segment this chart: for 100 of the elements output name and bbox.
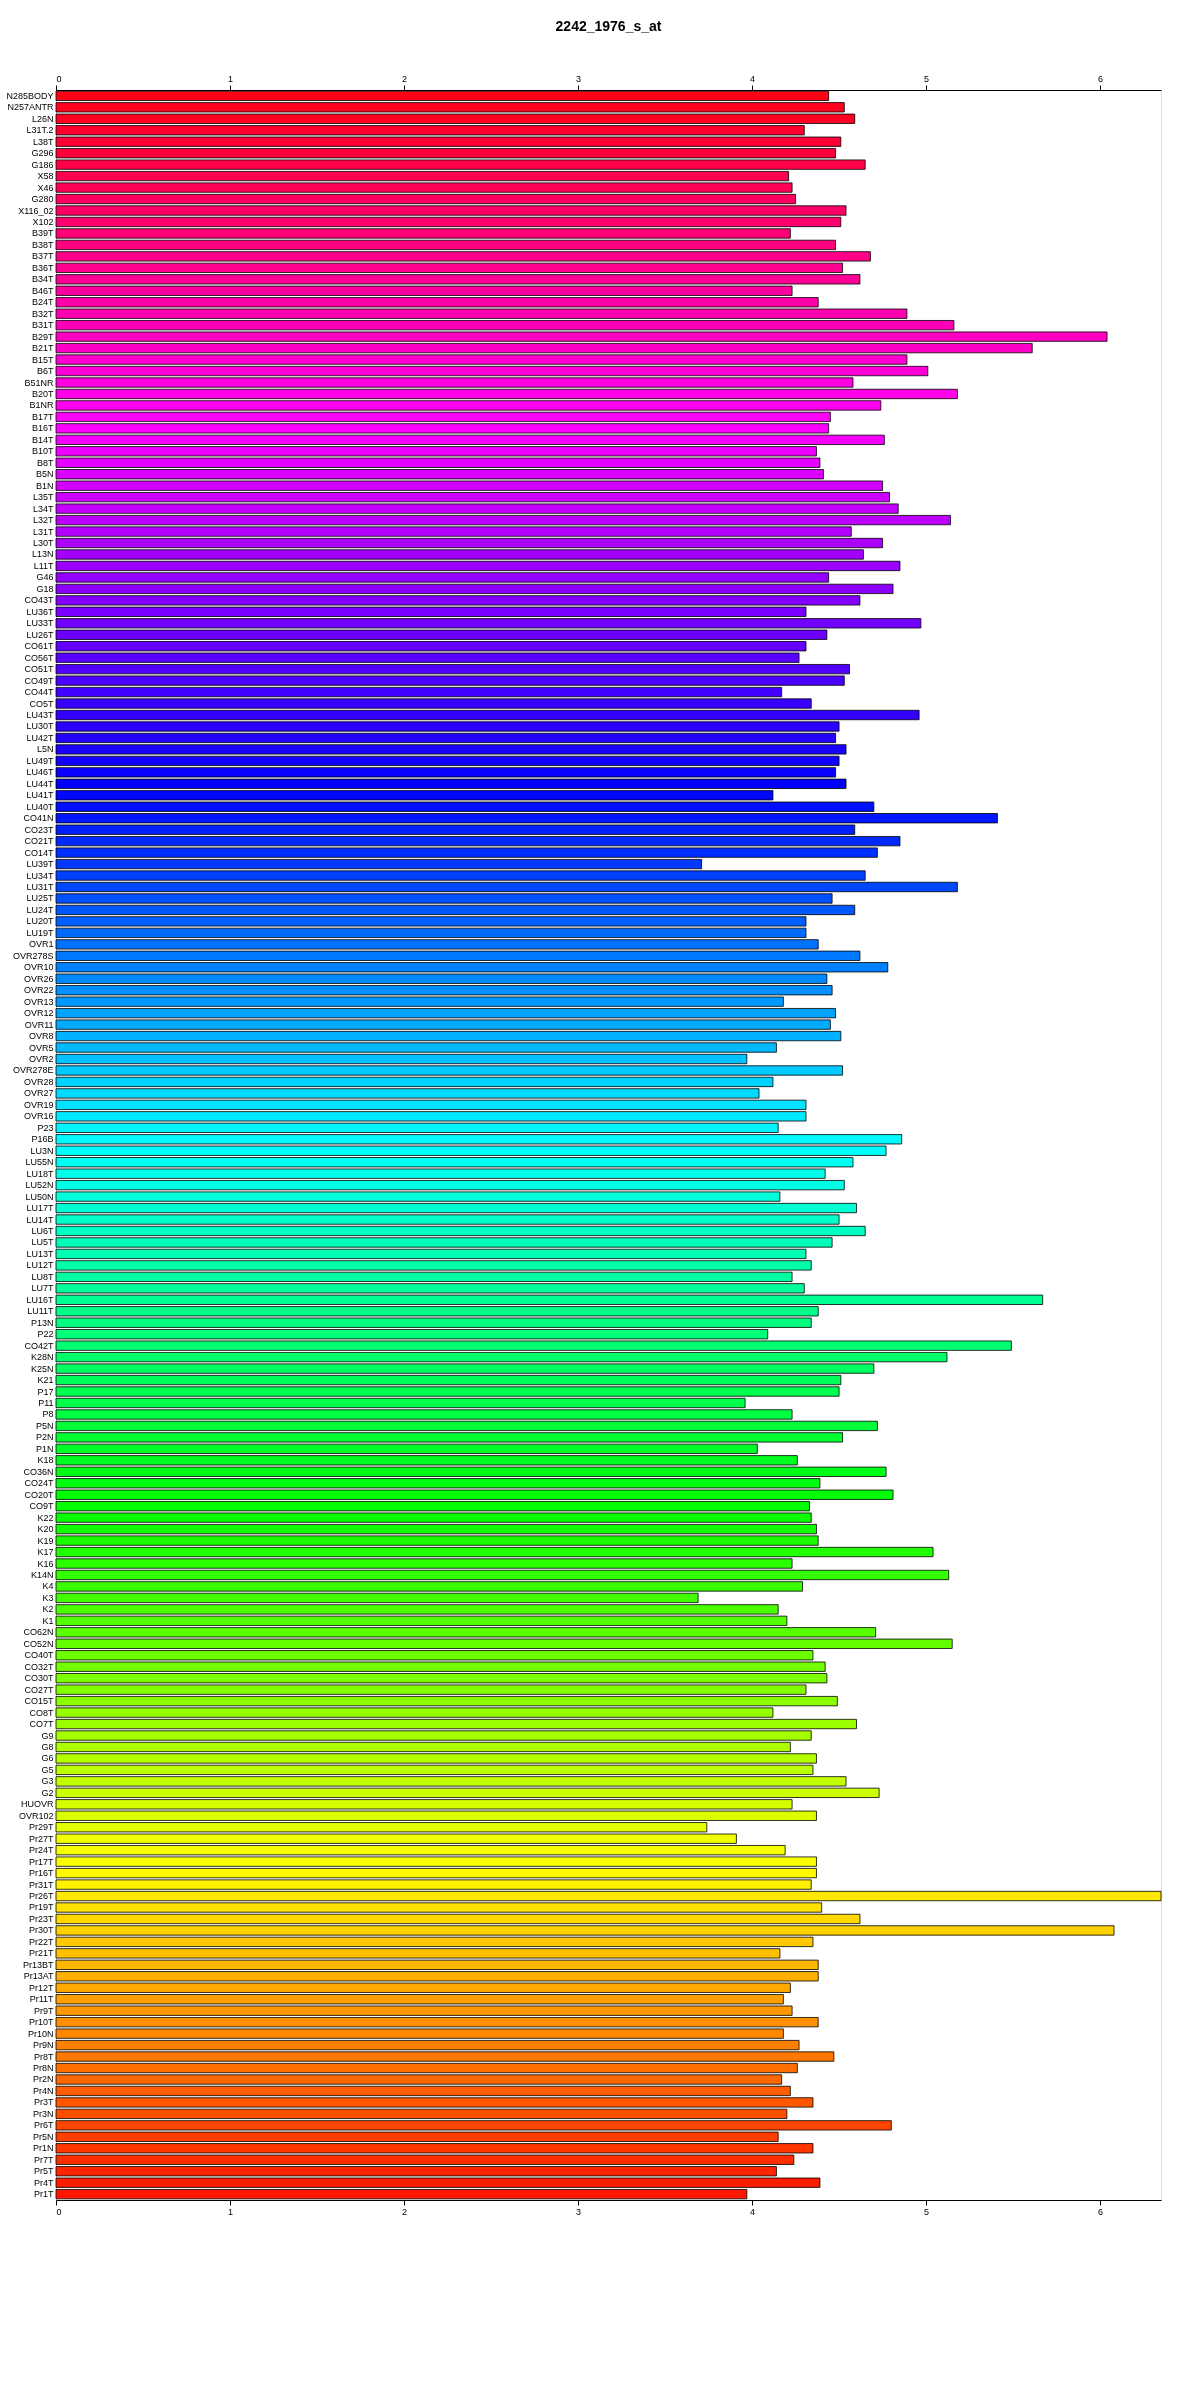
- y-tick-label: G296: [31, 148, 54, 159]
- y-tick-label: Pr6T: [33, 2120, 54, 2131]
- y-tick-label: P8: [42, 1409, 54, 1420]
- y-tick-label: B14T: [31, 434, 54, 445]
- y-tick-label: OVR19: [23, 1099, 54, 1110]
- y-tick-label: LU11T: [27, 1306, 54, 1317]
- y-tick-label: OVR28: [23, 1076, 54, 1087]
- y-tick-label: L32T: [32, 515, 54, 526]
- y-tick-label: Pr10N: [27, 2028, 54, 2039]
- chart-title: 2242_1976_s_at: [555, 18, 662, 34]
- y-tick-label: CO32T: [24, 1661, 54, 1672]
- y-tick-label: Pr13AT: [23, 1971, 54, 1982]
- y-tick-label: K19: [37, 1535, 54, 1546]
- y-tick-label: CO41N: [23, 813, 54, 824]
- y-tick-label: L31T: [32, 526, 54, 537]
- y-tick-label: P11: [38, 1397, 54, 1408]
- y-tick-label: Pr17T: [28, 1856, 54, 1867]
- x-tick-label: 4: [750, 73, 756, 84]
- y-tick-label: Pr4T: [33, 2177, 54, 2188]
- y-tick-label: CO52N: [23, 1638, 54, 1649]
- y-tick-label: G18: [36, 583, 54, 594]
- y-tick-label: LU44T: [26, 778, 54, 789]
- x2-tick-label: 2: [402, 2206, 408, 2217]
- y-tick-label: CO61T: [24, 641, 54, 652]
- y-tick-label: K3: [42, 1592, 54, 1603]
- y-tick-label: L38T: [32, 136, 54, 147]
- y-tick-label: Pr5N: [32, 2131, 54, 2142]
- y-tick-label: B20T: [31, 388, 54, 399]
- y-tick-label: LU50N: [25, 1191, 54, 1202]
- x2-tick-label: 6: [1098, 2206, 1104, 2217]
- y-tick-label: B5N: [35, 469, 54, 480]
- y-tick-label: LU26T: [26, 629, 54, 640]
- y-tick-label: CO56T: [24, 652, 54, 663]
- y-tick-label: LU24T: [26, 904, 54, 915]
- y-tick-label: OVR102: [18, 1810, 54, 1821]
- y-tick-label: B21T: [31, 343, 54, 354]
- y-tick-label: B10T: [31, 446, 54, 457]
- y-tick-label: CO62N: [23, 1627, 54, 1638]
- x-tick-label: 6: [1098, 73, 1104, 84]
- y-tick-label: K17: [37, 1547, 54, 1558]
- y-tick-label: B16T: [31, 423, 54, 434]
- y-tick-label: K14N: [30, 1569, 54, 1580]
- y-tick-label: CO21T: [24, 836, 54, 847]
- y-tick-label: CO7T: [29, 1719, 54, 1730]
- y-tick-label: LU3N: [30, 1145, 54, 1156]
- y-tick-label: L34T: [32, 503, 54, 514]
- y-tick-label: Pr23T: [28, 1913, 54, 1924]
- y-tick-label: OVR13: [23, 996, 54, 1007]
- y-tick-label: P13N: [30, 1317, 54, 1328]
- y-tick-label: Pr16T: [28, 1868, 54, 1879]
- y-tick-label: Pr12T: [28, 1982, 54, 1993]
- x2-tick-label: 4: [750, 2206, 756, 2217]
- y-tick-label: B6T: [36, 366, 54, 377]
- y-tick-label: LU16T: [26, 1294, 54, 1305]
- y-tick-label: B8T: [36, 457, 54, 468]
- y-tick-label: LU6T: [31, 1226, 54, 1236]
- y-tick-label: N257ANTR: [7, 102, 54, 113]
- y-tick-label: B34T: [31, 274, 54, 285]
- y-tick-label: LU7T: [31, 1283, 54, 1294]
- y-tick-label: CO36N: [23, 1466, 54, 1477]
- y-tick-label: G186: [31, 159, 54, 170]
- y-tick-label: OVR11: [24, 1019, 54, 1030]
- y-tick-label: Pr7T: [33, 2154, 54, 2165]
- y-tick-label: B39T: [31, 228, 54, 239]
- y-tick-label: B1N: [35, 480, 54, 491]
- y-tick-label: CO30T: [24, 1673, 54, 1684]
- y-tick-label: CO8T: [29, 1707, 54, 1718]
- x2-tick-label: 5: [924, 2206, 930, 2217]
- x-tick-label: 0: [56, 73, 62, 84]
- y-tick-label: CO23T: [24, 824, 54, 835]
- y-tick-label: LU49T: [26, 755, 54, 766]
- y-tick-label: Pr1N: [32, 2143, 54, 2154]
- y-tick-label: OVR278S: [12, 950, 54, 961]
- x2-tick-label: 3: [576, 2206, 582, 2217]
- y-tick-label: LU8T: [31, 1271, 54, 1282]
- y-tick-label: P22: [37, 1329, 54, 1340]
- y-tick-label: X58: [37, 171, 54, 182]
- y-tick-label: OVR5: [28, 1042, 54, 1053]
- y-tick-label: K21: [37, 1375, 54, 1386]
- y-tick-label: Pr31T: [28, 1879, 54, 1890]
- y-tick-label: Pr21T: [28, 1948, 54, 1959]
- y-tick-label: P2N: [35, 1432, 54, 1443]
- y-tick-label: Pr30T: [28, 1925, 54, 1936]
- y-tick-label: Pr9N: [32, 2040, 54, 2051]
- y-tick-label: B15T: [31, 354, 54, 365]
- y-tick-label: CO24T: [24, 1478, 54, 1489]
- y-tick-label: LU33T: [26, 618, 54, 629]
- y-tick-label: P17: [37, 1386, 54, 1397]
- y-tick-label: L35T: [32, 492, 54, 503]
- y-tick-label: L26N: [31, 113, 54, 124]
- y-tick-label: CO44T: [24, 687, 54, 698]
- y-tick-label: CO40T: [24, 1650, 54, 1661]
- y-tick-label: G3: [41, 1776, 54, 1787]
- y-tick-label: LU20T: [26, 916, 54, 927]
- y-tick-label: CO20T: [24, 1489, 54, 1500]
- y-tick-label: LU12T: [26, 1260, 54, 1271]
- y-tick-label: G46: [36, 572, 54, 583]
- y-tick-label: G2: [41, 1787, 54, 1798]
- y-tick-label: Pr3T: [33, 2097, 54, 2108]
- y-tick-label: L31T.2: [26, 125, 54, 136]
